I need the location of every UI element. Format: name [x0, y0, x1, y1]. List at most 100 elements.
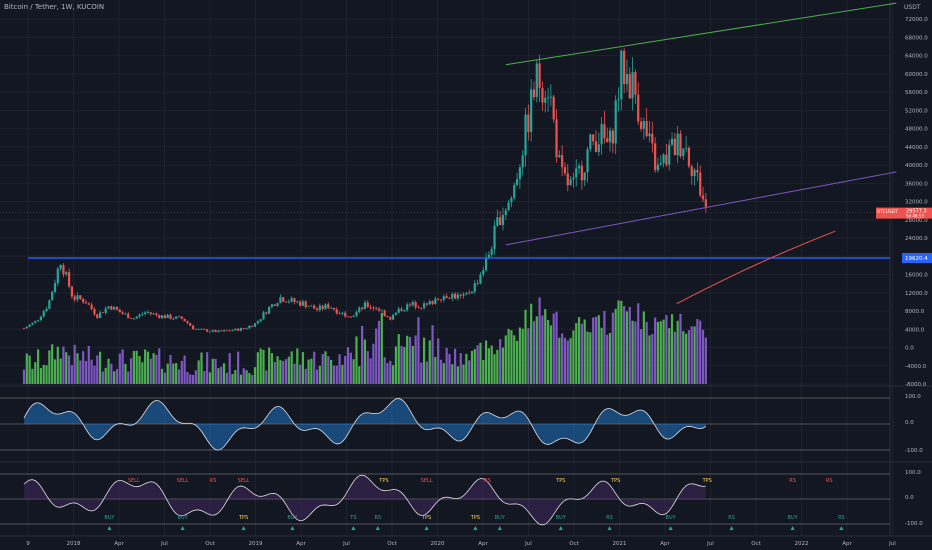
volume-bar — [563, 337, 567, 384]
signal-triangle — [424, 526, 429, 530]
volume-bar — [372, 343, 375, 384]
volume-bar — [538, 297, 541, 384]
volume-bar — [651, 334, 654, 384]
osc1-tick-label: -100.0 — [905, 448, 923, 454]
candle-body — [704, 199, 707, 207]
candle-body — [563, 167, 567, 174]
volume-bar — [152, 353, 155, 384]
candle-body — [434, 298, 437, 304]
volume-bar — [132, 350, 135, 384]
candle-body — [614, 100, 617, 144]
volume-bar — [56, 346, 59, 384]
candle-body — [682, 148, 685, 157]
price-tick-label: 64000.0 — [905, 54, 928, 60]
volume-bar — [222, 363, 226, 384]
volume-bar — [479, 342, 482, 384]
volume-bar — [344, 355, 347, 384]
volume-bar — [65, 352, 68, 384]
volume-bar — [400, 345, 403, 384]
volume-bar — [631, 320, 634, 384]
candle-body — [504, 210, 507, 216]
volume-bar — [310, 358, 313, 384]
candle-body — [358, 307, 361, 312]
candle-body — [600, 124, 603, 145]
volume-bar — [191, 374, 195, 384]
volume-bar — [358, 366, 361, 384]
signal-label-rs: RS — [484, 478, 491, 484]
time-tick-label: Apr — [842, 541, 852, 547]
candle-body — [665, 154, 668, 165]
volume-bar — [177, 369, 181, 384]
signal-triangle — [290, 526, 295, 530]
signal-label-buy: BUY — [104, 515, 115, 521]
time-tick-label: 2020 — [431, 541, 445, 547]
volume-bar — [696, 318, 699, 384]
volume-bar — [194, 370, 197, 384]
candle-body — [253, 323, 257, 327]
candle-body — [690, 166, 693, 177]
candle-body — [699, 172, 702, 196]
osc1-tick-label: 0.0 — [905, 420, 914, 426]
price-tick-label: 0.0 — [905, 346, 914, 352]
volume-bar — [406, 335, 409, 384]
candle-body — [220, 330, 223, 332]
volume-bar — [25, 353, 28, 384]
volume-bar — [160, 368, 164, 384]
candle-body — [177, 316, 181, 318]
candle-body — [394, 312, 398, 315]
candle-body — [31, 322, 34, 325]
volume-bar — [115, 369, 119, 384]
candle-body — [113, 306, 116, 310]
candle-body — [237, 328, 240, 331]
volume-bar — [527, 328, 530, 384]
candle-body — [583, 172, 586, 181]
candle-body — [555, 119, 558, 158]
candle-body — [670, 138, 674, 145]
signal-triangle — [607, 526, 612, 530]
time-tick-label: Jul — [342, 541, 350, 547]
volume-bar — [84, 360, 88, 384]
volume-bar — [287, 356, 290, 384]
volume-bar — [273, 361, 276, 384]
volume-bar — [324, 351, 327, 384]
candle-body — [366, 302, 369, 308]
time-tick-label: Jul — [706, 541, 714, 547]
volume-bar — [220, 366, 223, 384]
signal-triangle — [497, 526, 502, 530]
volume-bar — [659, 321, 662, 384]
volume-bar — [67, 355, 71, 384]
volume-bar — [569, 338, 572, 384]
candle-body — [479, 274, 482, 284]
volume-bar — [296, 348, 299, 384]
signal-label-tps: TPS — [238, 515, 248, 521]
osc-line — [23, 398, 707, 451]
volume-bar — [670, 314, 674, 384]
candle-body — [428, 301, 431, 305]
volume-bar — [369, 358, 372, 384]
volume-bar — [422, 337, 426, 384]
volume-bar — [363, 339, 367, 384]
candle-body — [654, 143, 657, 171]
candle-body — [687, 147, 691, 167]
candle-body — [575, 168, 578, 178]
signal-label-rs: RS — [210, 478, 217, 484]
candle-body — [76, 295, 79, 300]
candle-body — [496, 217, 499, 226]
volume-bar — [361, 325, 364, 384]
price-tick-label: 72000.0 — [905, 17, 928, 23]
candle-body — [355, 311, 358, 316]
volume-bar — [662, 319, 665, 384]
volume-bar — [620, 300, 623, 384]
volume-bar — [513, 335, 516, 384]
candle-body — [172, 318, 175, 320]
candle-body — [586, 149, 589, 173]
volume-bar — [225, 372, 228, 384]
candle-body — [34, 320, 37, 323]
candle-body — [56, 268, 59, 284]
candle-body — [84, 302, 88, 304]
volume-bar — [690, 326, 693, 384]
candle-body — [451, 293, 454, 299]
volume-bar — [445, 347, 448, 384]
price-tick-label: -4000.0 — [905, 364, 927, 370]
